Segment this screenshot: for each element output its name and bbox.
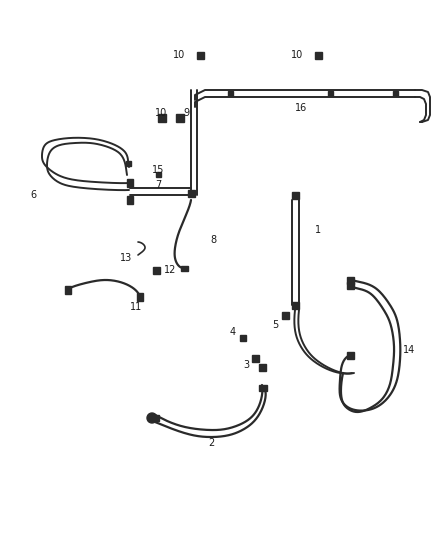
Text: 10: 10: [173, 50, 185, 60]
Text: 2: 2: [208, 438, 214, 448]
Text: 7: 7: [155, 180, 161, 190]
Bar: [346, 351, 353, 359]
Bar: [346, 277, 353, 284]
Bar: [158, 114, 166, 122]
Text: 14: 14: [403, 345, 415, 355]
Text: 9: 9: [183, 108, 189, 118]
Bar: [180, 265, 187, 271]
Bar: [292, 191, 299, 198]
Text: 1: 1: [315, 225, 321, 235]
Bar: [137, 293, 143, 301]
Text: 4: 4: [230, 327, 236, 337]
Bar: [314, 52, 321, 59]
Bar: [258, 364, 265, 370]
Circle shape: [147, 413, 157, 423]
Bar: [251, 354, 258, 361]
Bar: [292, 302, 299, 309]
Bar: [155, 172, 160, 176]
Bar: [187, 190, 194, 197]
Bar: [65, 286, 71, 294]
Text: 10: 10: [291, 50, 303, 60]
Text: 11: 11: [130, 302, 142, 312]
Text: 5: 5: [272, 320, 278, 330]
Bar: [240, 335, 246, 341]
Bar: [227, 91, 233, 95]
Bar: [152, 266, 159, 273]
Bar: [346, 281, 353, 288]
Text: 12: 12: [164, 265, 177, 275]
Bar: [127, 179, 133, 187]
Bar: [282, 311, 289, 319]
Text: 15: 15: [152, 165, 164, 175]
Bar: [127, 196, 133, 204]
Text: 8: 8: [210, 235, 216, 245]
Text: 10: 10: [155, 108, 167, 118]
Bar: [176, 114, 184, 122]
Text: 6: 6: [30, 190, 36, 200]
Text: 13: 13: [120, 253, 132, 263]
Text: 16: 16: [295, 103, 307, 113]
Bar: [259, 385, 267, 391]
Bar: [151, 415, 159, 421]
Text: 3: 3: [243, 360, 249, 370]
Bar: [126, 160, 131, 166]
Bar: [197, 52, 204, 59]
Bar: [392, 91, 398, 95]
Bar: [328, 91, 332, 95]
